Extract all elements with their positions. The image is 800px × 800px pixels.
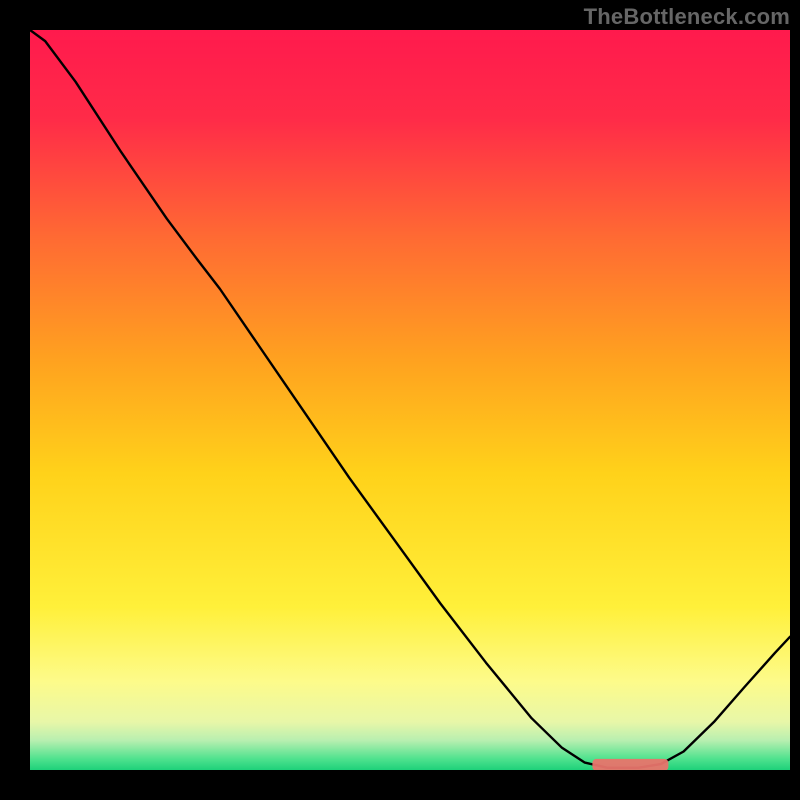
chart-overlay	[30, 30, 790, 770]
optimal-marker	[592, 759, 668, 770]
chart-container: TheBottleneck.com	[0, 0, 800, 800]
bottleneck-curve	[30, 30, 790, 768]
watermark-text: TheBottleneck.com	[584, 4, 790, 30]
plot-area	[30, 30, 790, 770]
